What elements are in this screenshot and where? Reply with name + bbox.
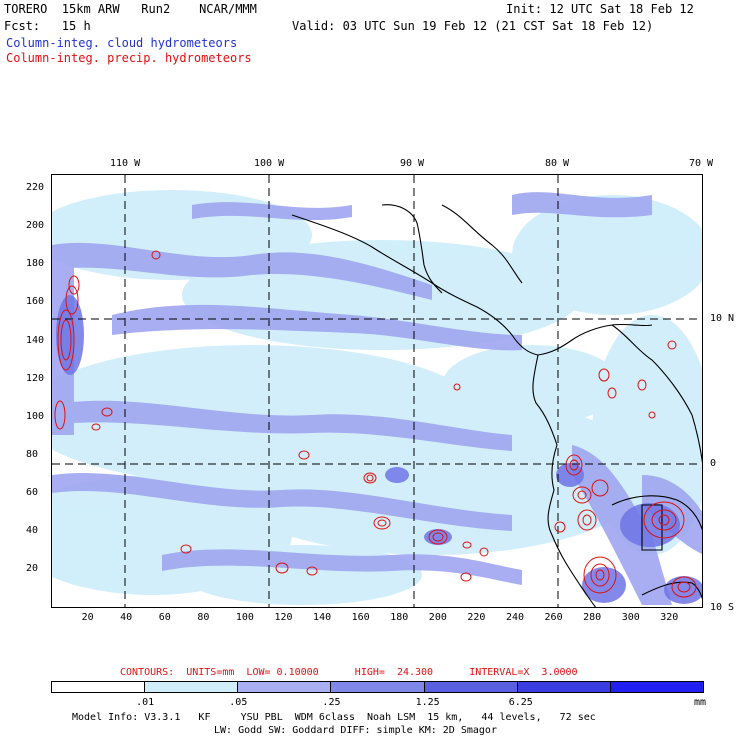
contour-info: CONTOURS: UNITS=mm LOW= 0.10000 HIGH= 24… [120,667,578,678]
lon-label-100w: 100 W [254,158,285,169]
footer-physics-info: LW: Godd SW: Goddard DIFF: simple KM: 2D… [214,725,497,736]
y-tick-label: 200 [26,220,45,232]
colorbar-label: .25 [322,697,341,708]
x-tick-label: 320 [660,612,679,623]
lon-label-80w: 80 W [545,158,570,169]
x-tick-label: 100 [235,612,254,623]
y-tick-label: 60 [26,486,39,498]
y-tick-label: 140 [26,334,45,346]
colorbar-label: .05 [229,697,248,708]
colorbar-unit: mm [694,697,707,708]
x-tick-label: 80 [197,612,210,623]
header-forecast-hour: Fcst: 15 h [4,19,91,33]
legend-precip: Column-integ. precip. hydrometeors [6,51,252,65]
x-tick-label: 300 [621,612,640,623]
x-tick-label: 180 [390,612,409,623]
header-init-time: Init: 12 UTC Sat 18 Feb 12 [506,2,694,16]
colorbar-swatch [51,681,146,693]
x-tick-label: 140 [313,612,332,623]
x-tick-label: 60 [158,612,171,623]
legend-cloud: Column-integ. cloud hydrometeors [6,36,238,50]
colorbar-swatch [609,681,704,693]
y-tick-label: 100 [26,410,45,422]
x-tick-label: 120 [274,612,293,623]
x-tick-label: 40 [120,612,133,623]
colorbar-swatch [144,681,239,693]
colorbar-swatch [516,681,611,693]
y-tick-label: 160 [26,296,45,308]
y-tick-label: 20 [26,562,39,574]
precip-contours [54,250,697,598]
header-valid-time: Valid: 03 UTC Sun 19 Feb 12 (21 CST Sat … [292,19,654,33]
colorbar-swatch [330,681,425,693]
lon-label-110w: 110 W [110,158,141,169]
footer-model-info: Model Info: V3.3.1 KF YSU PBL WDM 6class… [72,712,596,723]
x-tick-label: 20 [81,612,94,623]
y-tick-label: 180 [26,258,45,270]
x-tick-label: 200 [428,612,447,623]
lon-label-90w: 90 W [400,158,425,169]
colorbar-label: .01 [136,697,155,708]
map-plot-area [51,174,703,608]
lon-label-70w: 70 W [689,158,714,169]
x-tick-label: 220 [467,612,486,623]
x-tick-label: 240 [505,612,525,623]
header-model-run: TORERO 15km ARW Run2 NCAR/MMM [4,2,257,16]
y-tick-label: 120 [26,372,45,384]
colorbar-swatch [423,681,518,693]
x-tick-label: 160 [351,612,370,623]
y-tick-label: 40 [26,524,39,536]
map-svg [52,175,702,607]
lat-label-10n: 10 N [710,313,735,324]
x-tick-label: 260 [544,612,563,623]
lat-label-0: 0 [710,458,717,469]
colorbar-label: 6.25 [508,697,533,708]
colorbar-label: 1.25 [415,697,440,708]
lat-label-10s: 10 S [710,602,735,613]
y-tick-label: 80 [26,448,39,460]
x-tick-label: 280 [583,612,602,623]
coastline [291,204,702,607]
cloud-mid-field [52,192,702,605]
lat-lon-grid [52,175,702,607]
y-tick-label: 220 [26,182,45,194]
colorbar-swatch [237,681,332,693]
